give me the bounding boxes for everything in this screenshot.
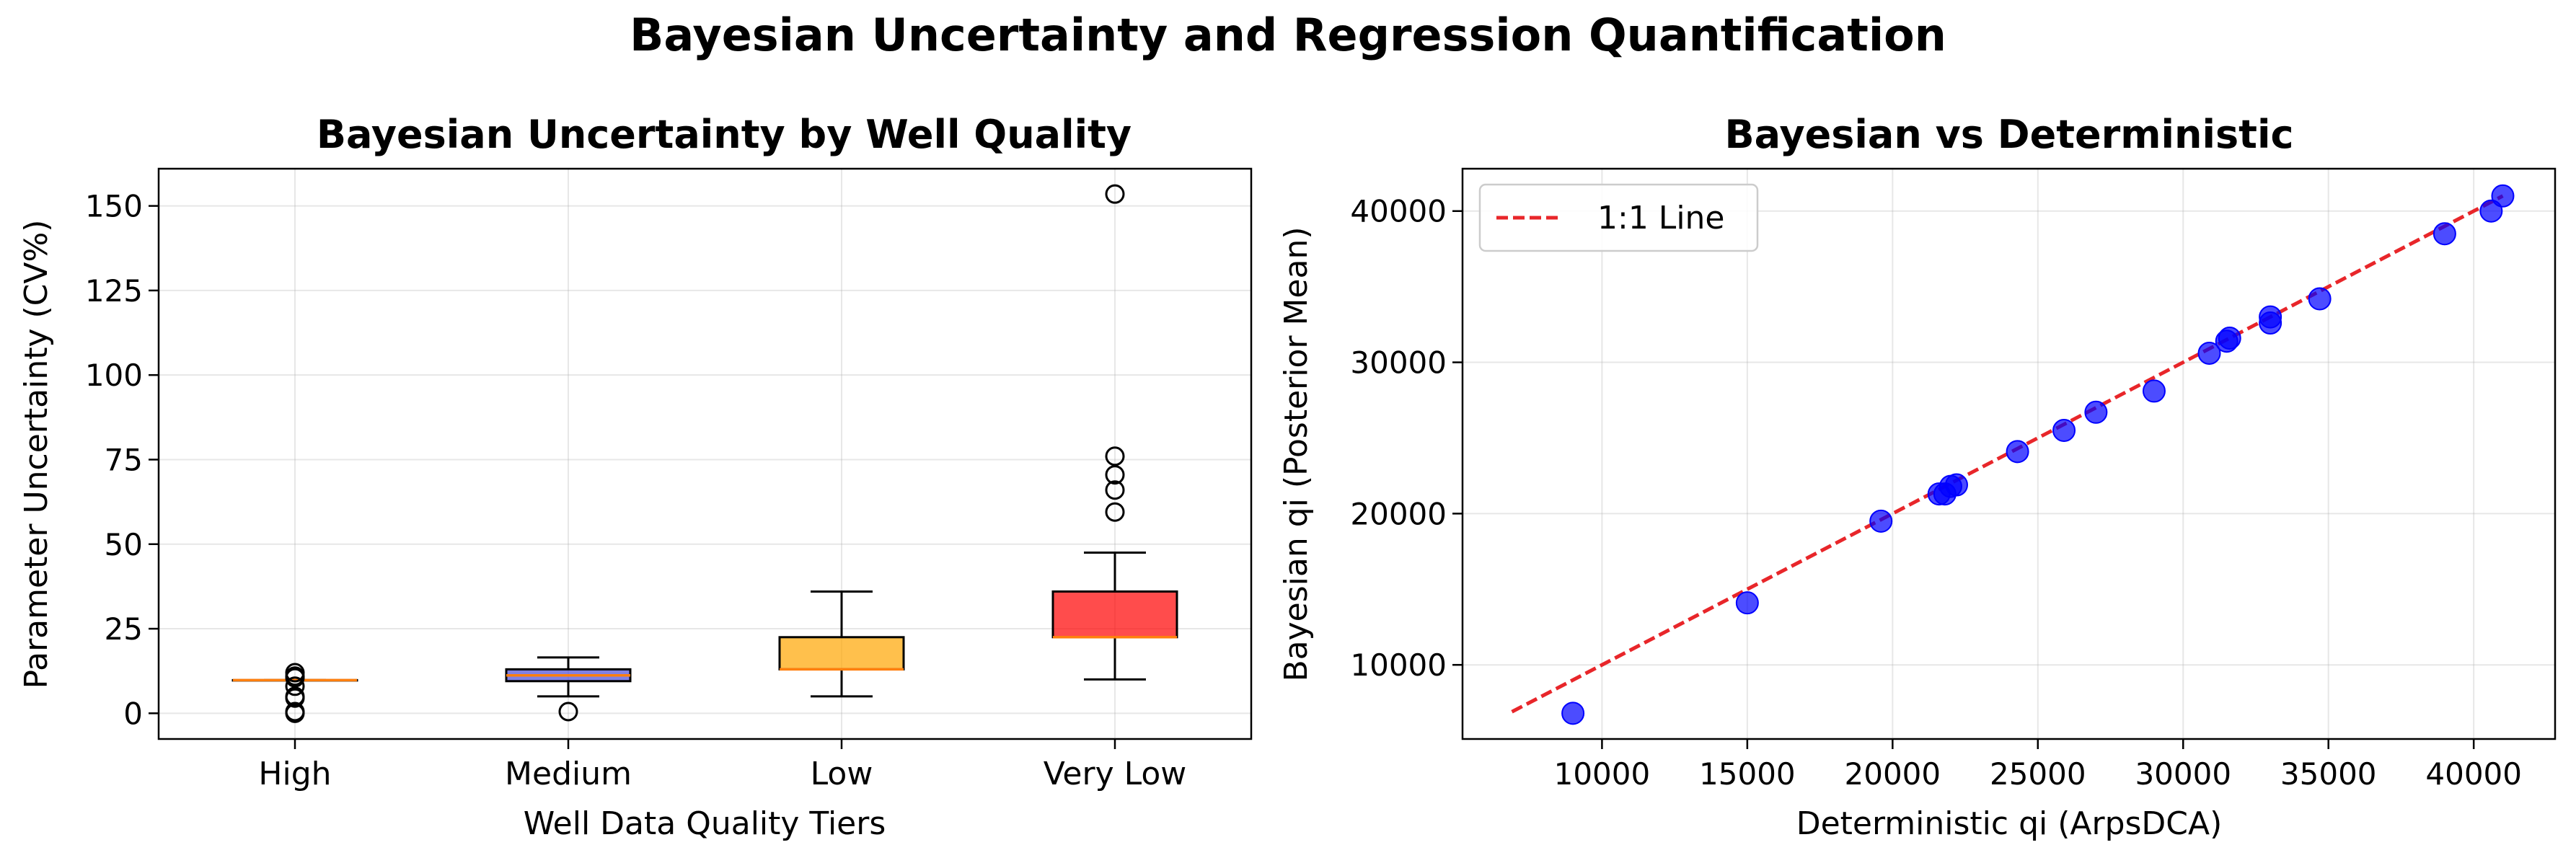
scatter-point bbox=[2308, 287, 2332, 311]
box-medium bbox=[505, 656, 632, 722]
scatter-point bbox=[2142, 379, 2166, 403]
figure-suptitle: Bayesian Uncertainty and Regression Quan… bbox=[630, 9, 1946, 61]
left-y-tick-label: 0 bbox=[123, 696, 143, 731]
right-x-tick-label: 40000 bbox=[2425, 756, 2522, 792]
outlier-point bbox=[1105, 480, 1125, 500]
scatter-point bbox=[2084, 400, 2108, 424]
legend-box bbox=[1478, 183, 1759, 252]
right-x-tick-label: 30000 bbox=[2135, 756, 2231, 792]
outlier-point bbox=[285, 688, 305, 708]
outlier-point bbox=[558, 702, 578, 722]
scatter-chart: 10000 20000 30000 40000 10000 15000 20000 2500… bbox=[1278, 112, 2557, 842]
left-x-axis-label: Well Data Quality Tiers bbox=[524, 805, 886, 842]
right-plot-frame bbox=[1461, 167, 2557, 740]
outlier-point bbox=[1105, 465, 1125, 485]
right-chart-title: Bayesian vs Deterministic bbox=[1725, 112, 2294, 157]
box-low bbox=[778, 590, 905, 698]
left-y-tick-label: 25 bbox=[105, 611, 143, 647]
scatter-point bbox=[2006, 440, 2029, 464]
left-y-tick-label: 150 bbox=[85, 189, 143, 224]
right-x-tick-label: 35000 bbox=[2280, 756, 2377, 792]
right-grid bbox=[1463, 169, 2555, 739]
scatter-point bbox=[1869, 509, 1893, 533]
scatter-point bbox=[1944, 473, 1968, 497]
left-y-tick-label: 50 bbox=[105, 527, 143, 562]
outlier-point bbox=[1105, 502, 1125, 522]
left-y-tick-label: 75 bbox=[105, 442, 143, 477]
box-iqr bbox=[1051, 590, 1178, 639]
left-chart-title: Bayesian Uncertainty by Well Quality bbox=[317, 112, 1132, 157]
left-y-axis-ticks: 0 25 50 75 100 125 150 bbox=[85, 189, 159, 731]
right-y-tick-label: 20000 bbox=[1350, 496, 1447, 531]
scatter-point bbox=[2218, 326, 2241, 350]
left-y-tick-label: 100 bbox=[85, 358, 143, 393]
left-y-axis-label: Parameter Uncertainty (CV%) bbox=[18, 220, 55, 689]
right-x-tick-label: 25000 bbox=[1990, 756, 2086, 792]
outlier-point bbox=[1105, 184, 1125, 204]
left-x-tick-label: Very Low bbox=[1044, 756, 1187, 792]
right-x-axis-ticks: 10000 15000 20000 25000 30000 35000 40000 bbox=[1554, 739, 2522, 792]
right-y-tick-label: 30000 bbox=[1350, 345, 1447, 381]
right-y-axis-label: Bayesian qi (Posterior Mean) bbox=[1278, 226, 1315, 681]
box-plot-chart: 0 25 50 75 100 125 150 High Medium Low Very Low B… bbox=[18, 112, 1253, 842]
right-points bbox=[1561, 184, 2515, 725]
right-x-tick-label: 20000 bbox=[1845, 756, 1941, 792]
outlier-point bbox=[285, 676, 305, 696]
scatter-point bbox=[1735, 591, 1759, 615]
left-x-tick-label: Low bbox=[811, 756, 873, 792]
box-high bbox=[231, 663, 358, 723]
outlier-point bbox=[285, 668, 305, 688]
scatter-point bbox=[2259, 305, 2282, 329]
scatter-point bbox=[2197, 341, 2221, 365]
right-legend: 1:1 Line bbox=[1478, 183, 1759, 252]
left-x-axis-ticks: High Medium Low Very Low bbox=[258, 739, 1186, 792]
right-x-axis-label: Deterministic qi (ArpsDCA) bbox=[1796, 805, 2223, 842]
outlier-point bbox=[285, 703, 305, 723]
box-iqr bbox=[778, 636, 905, 671]
box-very-low bbox=[1051, 184, 1178, 681]
right-y-axis-ticks: 10000 20000 30000 40000 bbox=[1350, 194, 1463, 683]
scatter-point bbox=[2432, 222, 2456, 246]
scatter-point bbox=[2052, 418, 2076, 442]
scatter-point bbox=[2479, 199, 2503, 223]
left-plot-frame bbox=[157, 167, 1253, 740]
left-x-tick-label: Medium bbox=[505, 756, 632, 792]
scatter-point bbox=[2491, 184, 2515, 208]
outlier-point bbox=[1105, 446, 1125, 466]
left-y-tick-label: 125 bbox=[85, 273, 143, 309]
right-x-tick-label: 15000 bbox=[1699, 756, 1796, 792]
right-y-tick-label: 10000 bbox=[1350, 647, 1447, 683]
legend-label: 1:1 Line bbox=[1597, 200, 1725, 236]
left-boxes bbox=[231, 184, 1178, 723]
scatter-point bbox=[1561, 702, 1585, 725]
right-x-tick-label: 10000 bbox=[1554, 756, 1651, 792]
right-y-tick-label: 40000 bbox=[1350, 194, 1447, 229]
left-x-tick-label: High bbox=[258, 756, 331, 792]
